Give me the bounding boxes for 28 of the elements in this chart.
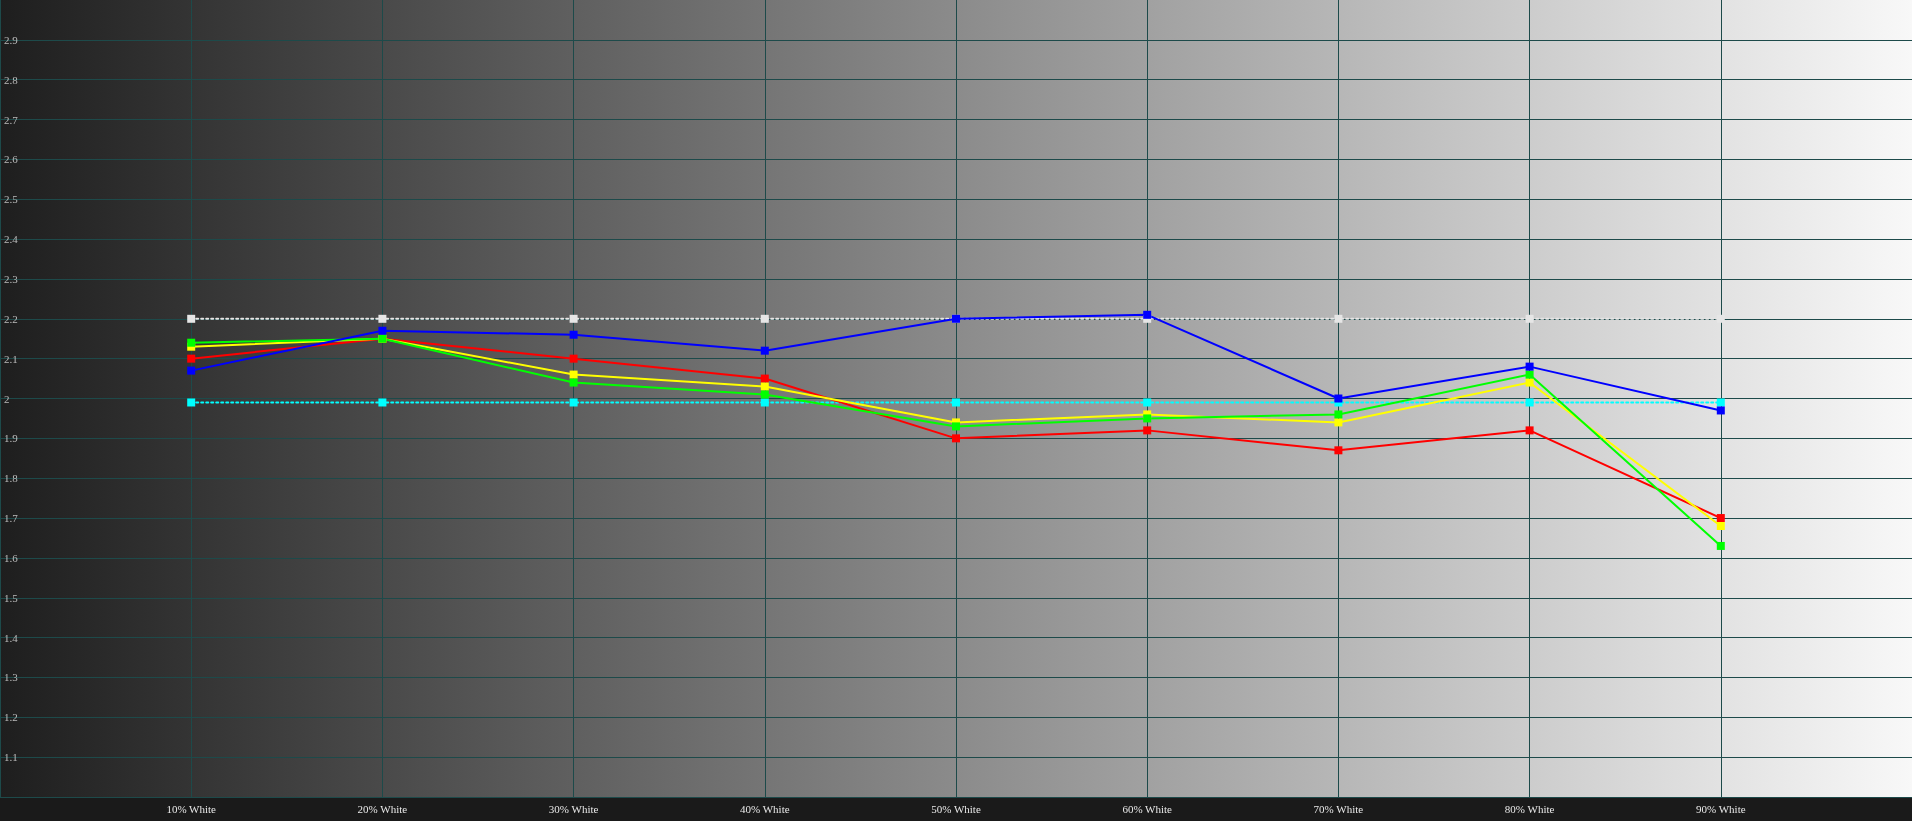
y-tick-label: 2.2 <box>4 312 18 325</box>
x-tick-label: 40% White <box>740 802 790 815</box>
x-tick-label: 60% White <box>1122 802 1173 815</box>
y-tick-label: 1.5 <box>4 591 19 604</box>
x-tick-label: 10% White <box>166 802 217 815</box>
y-tick-label: 2.9 <box>4 33 19 46</box>
y-tick-label: 1.7 <box>4 512 19 525</box>
y-tick-label: 2 <box>4 392 10 405</box>
y-tick-label: 1.6 <box>4 551 19 564</box>
x-tick-label: 20% White <box>357 802 408 815</box>
x-tick-label: 90% White <box>1696 802 1746 815</box>
y-tick-label: 1.1 <box>4 751 18 764</box>
y-tick-label: 2.8 <box>4 73 19 86</box>
y-tick-label: 2.3 <box>4 272 19 285</box>
y-tick-label: 2.6 <box>4 153 19 166</box>
y-tick-label: 1.9 <box>4 432 19 445</box>
y-tick-label: 1.2 <box>4 711 18 724</box>
x-tick-label: 80% White <box>1504 802 1555 815</box>
y-tick-label: 2.1 <box>4 352 18 365</box>
y-tick-label: 1.4 <box>4 631 19 644</box>
y-tick-label: 1.3 <box>4 671 19 684</box>
y-tick-label: 2.4 <box>4 233 19 246</box>
y-tick-label: 2.5 <box>4 193 19 206</box>
y-tick-label: 2.7 <box>4 113 19 126</box>
y-tick-label: 1.8 <box>4 472 19 485</box>
x-tick-label: 30% White <box>548 802 599 815</box>
x-tick-label: 70% White <box>1313 802 1364 815</box>
x-tick-label: 50% White <box>931 802 981 815</box>
